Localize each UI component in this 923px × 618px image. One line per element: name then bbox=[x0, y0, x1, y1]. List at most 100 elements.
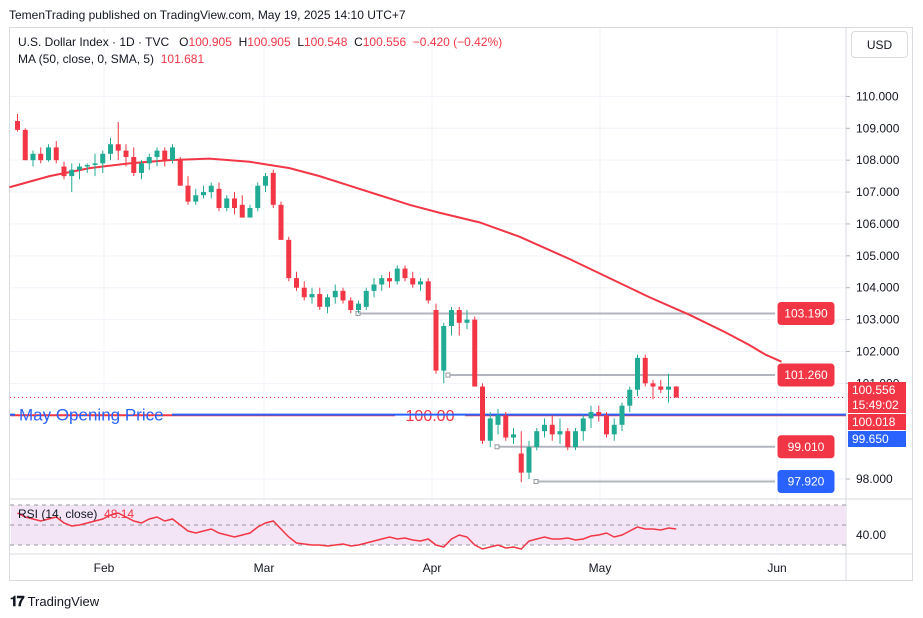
candle-body bbox=[487, 418, 493, 441]
candle-body bbox=[456, 310, 462, 323]
candle-body bbox=[108, 144, 113, 154]
candle-body bbox=[557, 431, 563, 435]
candle-body bbox=[534, 431, 540, 448]
candle-body bbox=[77, 166, 82, 170]
candle-body bbox=[611, 424, 617, 435]
candle-body bbox=[410, 278, 416, 285]
candles-group bbox=[15, 113, 679, 483]
open-value: 100.905 bbox=[188, 35, 232, 49]
candle-body bbox=[224, 198, 230, 208]
candle-body bbox=[573, 431, 578, 448]
candle-body bbox=[232, 198, 237, 208]
candle-body bbox=[61, 166, 67, 177]
rsi-line bbox=[17, 512, 677, 550]
level-label: 99.010 bbox=[788, 440, 825, 454]
candle-body bbox=[627, 389, 633, 406]
candle-body bbox=[588, 412, 594, 419]
y-tick-label: 109.000 bbox=[856, 121, 900, 135]
candle-body bbox=[402, 268, 408, 279]
candle-body bbox=[526, 447, 532, 473]
candle-body bbox=[247, 207, 253, 218]
candle-body bbox=[604, 415, 609, 435]
high-value: 100.905 bbox=[247, 35, 291, 49]
candle-body bbox=[673, 386, 679, 398]
candle-body bbox=[371, 284, 377, 291]
candle-body bbox=[146, 156, 152, 164]
candle-body bbox=[162, 150, 168, 161]
candle-body bbox=[472, 319, 478, 387]
candle-body bbox=[46, 147, 51, 161]
candle-body bbox=[363, 290, 369, 307]
close-value: 100.556 bbox=[362, 35, 407, 49]
level-label: 103.190 bbox=[784, 307, 828, 321]
y-tick-label: 104.000 bbox=[856, 281, 900, 295]
change-value: −0.420 (−0.42%) bbox=[412, 35, 503, 49]
rsi-value: 48.14 bbox=[104, 507, 135, 521]
candle-body bbox=[216, 188, 222, 208]
rsi-label: RSI (14, close) bbox=[18, 507, 98, 521]
candle-body bbox=[635, 357, 640, 390]
level-anchor bbox=[445, 372, 451, 378]
price-tag-label: 15:49:02 bbox=[852, 398, 899, 412]
level-label: 101.260 bbox=[784, 368, 828, 382]
candle-body bbox=[185, 185, 191, 202]
candle-body bbox=[480, 386, 485, 441]
level-anchor bbox=[533, 479, 539, 485]
candle-body bbox=[177, 160, 183, 186]
candle-body bbox=[418, 281, 423, 285]
ma-value: 101.681 bbox=[160, 52, 205, 66]
candle-body bbox=[340, 290, 346, 301]
candle-body bbox=[131, 156, 137, 173]
candle-body bbox=[449, 310, 454, 326]
ohlc-legend: U.S. Dollar Index · 1D · TVC O100.905 H1… bbox=[18, 35, 503, 49]
ma-label: MA (50, close, 0, SMA, 5) bbox=[18, 52, 155, 66]
currency-button[interactable]: USD bbox=[851, 31, 908, 58]
y-tick-label: 106.000 bbox=[856, 217, 900, 231]
candle-body bbox=[518, 453, 524, 473]
candle-body bbox=[53, 147, 59, 161]
round-level-label: 100.00 bbox=[406, 408, 455, 425]
candle-body bbox=[115, 144, 121, 151]
level-label-box bbox=[776, 434, 836, 460]
candle-body bbox=[666, 386, 671, 390]
candle-body bbox=[348, 300, 354, 311]
y-tick-label: 110.000 bbox=[856, 89, 899, 103]
candle-body bbox=[38, 153, 44, 161]
level-label-box bbox=[776, 362, 836, 388]
ma-line bbox=[9, 157, 782, 363]
candle-body bbox=[92, 163, 98, 165]
price-tag-box bbox=[848, 431, 906, 447]
candle-body bbox=[278, 204, 284, 240]
level-label-box bbox=[776, 469, 836, 495]
candle-body bbox=[84, 164, 90, 167]
candle-body bbox=[441, 325, 447, 371]
candle-body bbox=[139, 163, 144, 173]
price-tag-label: 99.650 bbox=[852, 432, 889, 446]
ma-legend[interactable]: MA (50, close, 0, SMA, 5) 101.681 bbox=[18, 52, 204, 66]
candle-body bbox=[309, 294, 315, 298]
candle-body bbox=[495, 415, 501, 425]
symbol-label[interactable]: U.S. Dollar Index · 1D · TVC bbox=[18, 35, 170, 49]
candle-body bbox=[286, 239, 292, 279]
price-tag-box bbox=[848, 397, 906, 413]
candle-body bbox=[301, 287, 307, 298]
y-tick-label: 98.000 bbox=[856, 472, 893, 486]
price-tag-box bbox=[848, 414, 906, 430]
rsi-legend[interactable]: RSI (14, close) 48.14 bbox=[18, 507, 134, 521]
candle-body bbox=[503, 415, 509, 438]
y-tick-label: 105.000 bbox=[856, 249, 900, 263]
candle-body bbox=[123, 150, 129, 157]
price-tag-label: 100.018 bbox=[852, 415, 896, 429]
candle-body bbox=[580, 418, 586, 432]
rsi-tick-label: 40.00 bbox=[856, 528, 886, 542]
candle-body bbox=[619, 405, 625, 425]
candle-body bbox=[356, 303, 361, 311]
y-tick-label: 107.000 bbox=[856, 185, 900, 199]
candle-body bbox=[69, 169, 75, 177]
candle-body bbox=[549, 424, 555, 435]
tradingview-footer: 𝟏𝟕 TradingView bbox=[10, 593, 99, 610]
candle-body bbox=[317, 294, 323, 307]
y-tick-label: 103.000 bbox=[856, 313, 900, 327]
tradingview-logo-icon: 𝟏𝟕 bbox=[10, 593, 25, 609]
